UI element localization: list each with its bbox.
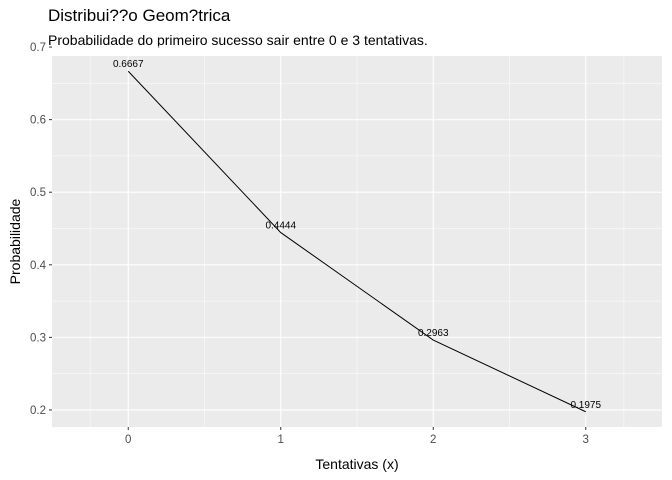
x-tick-label: 0: [125, 434, 131, 446]
axis-ticks: [49, 46, 587, 430]
y-tick-label: 0.6: [30, 115, 46, 127]
data-label: 0.1975: [570, 400, 601, 411]
y-tick-label: 0.2: [30, 405, 46, 417]
chart-subtitle: Probabilidade do primeiro sucesso sair e…: [48, 32, 428, 48]
x-axis-tick-labels: 0 1 2 3: [125, 434, 589, 446]
y-tick-label: 0.7: [30, 42, 46, 54]
x-tick-label: 2: [430, 434, 436, 446]
x-tick-label: 1: [278, 434, 284, 446]
y-axis-title: Probabilidade: [7, 198, 23, 284]
y-tick-label: 0.5: [30, 187, 46, 199]
y-axis-tick-labels: 0.2 0.3 0.4 0.5 0.6 0.7: [30, 42, 47, 417]
data-labels: 0.6667 0.4444 0.2963 0.1975: [113, 59, 602, 411]
data-label: 0.4444: [265, 221, 296, 232]
x-tick-label: 3: [583, 434, 589, 446]
y-tick-label: 0.3: [30, 332, 46, 344]
chart-title: Distribui??o Geom?trica: [48, 6, 231, 25]
probability-series-line: [127, 70, 586, 413]
data-label: 0.6667: [113, 59, 144, 70]
x-axis-title: Tentativas (x): [315, 456, 398, 472]
y-tick-label: 0.4: [30, 260, 47, 272]
data-label: 0.2963: [418, 328, 449, 339]
major-gridlines: [52, 46, 662, 427]
minor-gridlines: [52, 56, 662, 427]
